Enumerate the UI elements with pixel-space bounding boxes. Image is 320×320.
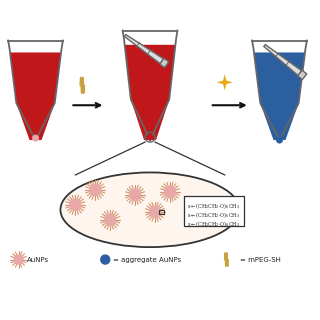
Text: s$\leftarrow$(CH$_2$CH$_2$-O)$_6$CH$_3$: s$\leftarrow$(CH$_2$CH$_2$-O)$_6$CH$_3$: [188, 210, 240, 220]
Circle shape: [90, 184, 101, 195]
Text: = aggregate AuNPs: = aggregate AuNPs: [113, 257, 181, 263]
Text: s$\leftarrow$(CH$_2$CH$_2$-O)$_6$CH$_3$: s$\leftarrow$(CH$_2$CH$_2$-O)$_6$CH$_3$: [188, 219, 240, 228]
Circle shape: [101, 255, 110, 264]
Circle shape: [164, 186, 175, 197]
Polygon shape: [264, 44, 302, 76]
Circle shape: [149, 206, 161, 217]
Polygon shape: [10, 52, 61, 140]
Text: = mPEG-SH: = mPEG-SH: [240, 257, 281, 263]
Circle shape: [32, 135, 39, 141]
Circle shape: [14, 255, 23, 264]
Text: s$\leftarrow$(CH$_2$CH$_2$-O)$_6$CH$_3$: s$\leftarrow$(CH$_2$CH$_2$-O)$_6$CH$_3$: [188, 201, 240, 211]
Polygon shape: [217, 74, 233, 90]
Circle shape: [276, 137, 283, 144]
Circle shape: [130, 189, 140, 200]
Ellipse shape: [60, 172, 240, 247]
Text: AuNPs: AuNPs: [27, 257, 49, 263]
Circle shape: [105, 214, 116, 225]
Polygon shape: [124, 35, 164, 64]
Polygon shape: [254, 52, 305, 140]
Circle shape: [70, 199, 81, 210]
Polygon shape: [160, 58, 169, 68]
Polygon shape: [125, 45, 175, 140]
Polygon shape: [298, 70, 307, 80]
Circle shape: [147, 134, 153, 140]
FancyBboxPatch shape: [184, 196, 244, 226]
